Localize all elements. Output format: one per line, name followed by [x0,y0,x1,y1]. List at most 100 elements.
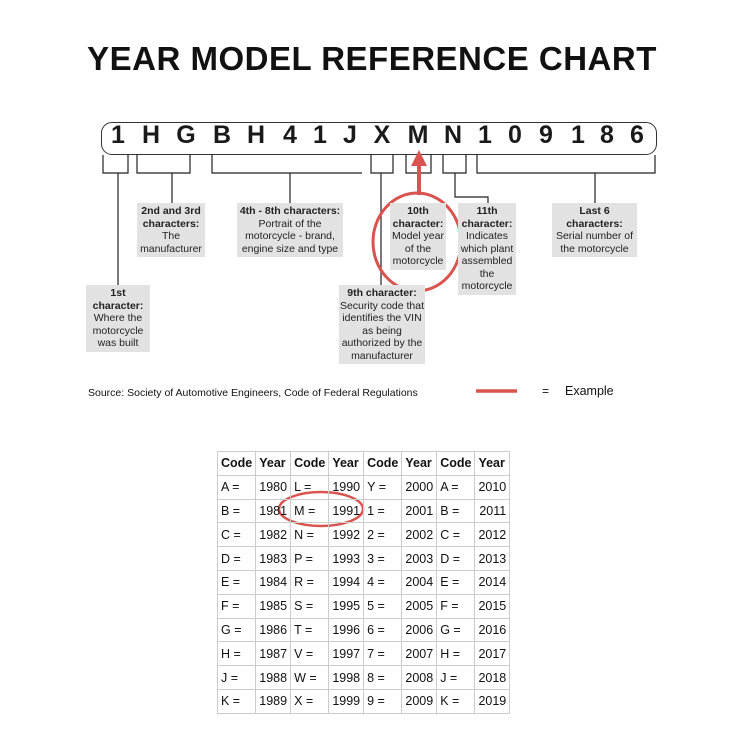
vin-character: 8 [600,121,614,149]
code-cell: W = [290,665,330,690]
code-cell: 7 = [363,641,403,667]
code-cell: A = [436,474,476,500]
bracket-4-8 [211,155,362,203]
year-cell: 1996 [328,617,365,643]
column-header: Year [255,451,292,476]
table-row: J = 1988 W = 1998 8 = 2008 J = 2018 [216,665,511,690]
vin-box [101,122,657,155]
vin-character: J [343,121,357,149]
label-last6: Last 6 characters: Serial number of the m… [552,203,637,257]
column-header: Code [290,451,330,476]
column-header: Year [401,451,438,476]
year-cell: 1998 [328,665,365,690]
year-cell: 2002 [401,522,438,548]
year-cell: 1982 [255,522,292,548]
vin-character: B [212,121,232,149]
vin-character: H [141,121,161,149]
code-cell: G = [436,617,476,643]
column-header: Code [436,451,476,476]
label-4th-8th: 4th - 8th characters: Portrait of the mot… [237,203,343,257]
code-cell: 3 = [363,546,403,571]
code-cell: 8 = [363,665,403,690]
vin-character: 9 [539,121,553,149]
vin-character: 1 [111,121,125,149]
year-cell: 2015 [474,593,511,619]
year-cell: 1985 [255,593,292,619]
bracket-last6 [476,155,656,203]
table-row: D = 1983 P = 1993 3 = 2003 D = 2013 [216,546,511,571]
year-cell: 2001 [401,498,438,524]
year-cell: 2012 [474,522,511,548]
code-cell: F = [436,593,476,619]
vin-character: 1 [571,121,585,149]
code-cell: D = [216,546,257,571]
page-title: YEAR MODEL REFERENCE CHART [87,40,657,77]
year-cell: 2014 [474,569,511,595]
code-cell: K = [216,688,257,714]
arrow-head [411,150,427,166]
year-cell: 1980 [255,474,292,500]
code-cell: E = [436,569,476,595]
label-11th: 11th character: Indicates which plant ass… [458,203,516,295]
label-9th: 9th character: Security code that identif… [339,285,425,364]
year-cell: 1997 [328,641,365,667]
code-cell: 4 = [363,569,403,595]
code-cell: M = [290,498,330,524]
code-cell: 9 = [363,688,403,714]
table-row: E = 1984 R = 1994 4 = 2004 E = 2014 [216,569,511,595]
code-cell: F = [216,593,257,619]
year-cell: 1993 [328,546,365,571]
vin-character: 6 [630,121,644,149]
year-cell: 2008 [401,665,438,690]
code-cell: J = [436,665,476,690]
year-cell: 2006 [401,617,438,643]
vin-character: X [373,121,391,149]
year-cell: 1984 [255,569,292,595]
code-cell: K = [436,688,476,714]
year-cell: 1992 [328,522,365,548]
year-cell: 2013 [474,546,511,571]
table-row: B = 1981 M = 1991 1 = 2001 B = 2011 [216,498,511,524]
code-cell: B = [216,498,257,524]
code-cell: J = [216,665,257,690]
legend-equals: = [542,384,550,398]
vin-character: 1 [313,121,327,149]
source-note: Source: Society of Automotive Engineers,… [88,387,418,399]
year-cell: 2010 [474,474,511,500]
year-cell: 1990 [328,474,365,500]
code-cell: H = [216,641,257,667]
vin-character: 0 [508,121,522,149]
year-cell: 2000 [401,474,438,500]
code-cell: S = [290,593,330,619]
code-cell: 6 = [363,617,403,643]
label-2nd-3rd: 2nd and 3rd characters: The manufacturer [137,203,205,257]
vin-character: N [443,121,463,149]
year-cell: 2011 [474,498,511,524]
vin-character: G [176,121,196,149]
year-cell: 2007 [401,641,438,667]
table-row: C = 1982 N = 1992 2 = 2002 C = 2012 [216,522,511,548]
year-cell: 2017 [474,641,511,667]
year-cell: 2016 [474,617,511,643]
code-cell: C = [216,522,257,548]
table-row: H = 1987 V = 1997 7 = 2007 H = 2017 [216,641,511,667]
code-cell: 2 = [363,522,403,548]
year-cell: 1988 [255,665,292,690]
table-header-row: Code Year Code Year Code Year Code Year [216,451,511,476]
year-cell: 2003 [401,546,438,571]
label-1st: 1st character: Where the motorcycle was b… [86,285,150,352]
bracket-11 [442,155,489,203]
code-cell: T = [290,617,330,643]
code-cell: N = [290,522,330,548]
vin-character: 1 [478,121,492,149]
code-cell: Y = [363,474,403,500]
code-cell: R = [290,569,330,595]
year-cell: 2005 [401,593,438,619]
code-cell: E = [216,569,257,595]
year-cell: 1983 [255,546,292,571]
year-cell: 1987 [255,641,292,667]
code-cell: C = [436,522,476,548]
table-row: F = 1985 S = 1995 5 = 2005 F = 2015 [216,593,511,619]
code-cell: V = [290,641,330,667]
year-cell: 1991 [328,498,365,524]
